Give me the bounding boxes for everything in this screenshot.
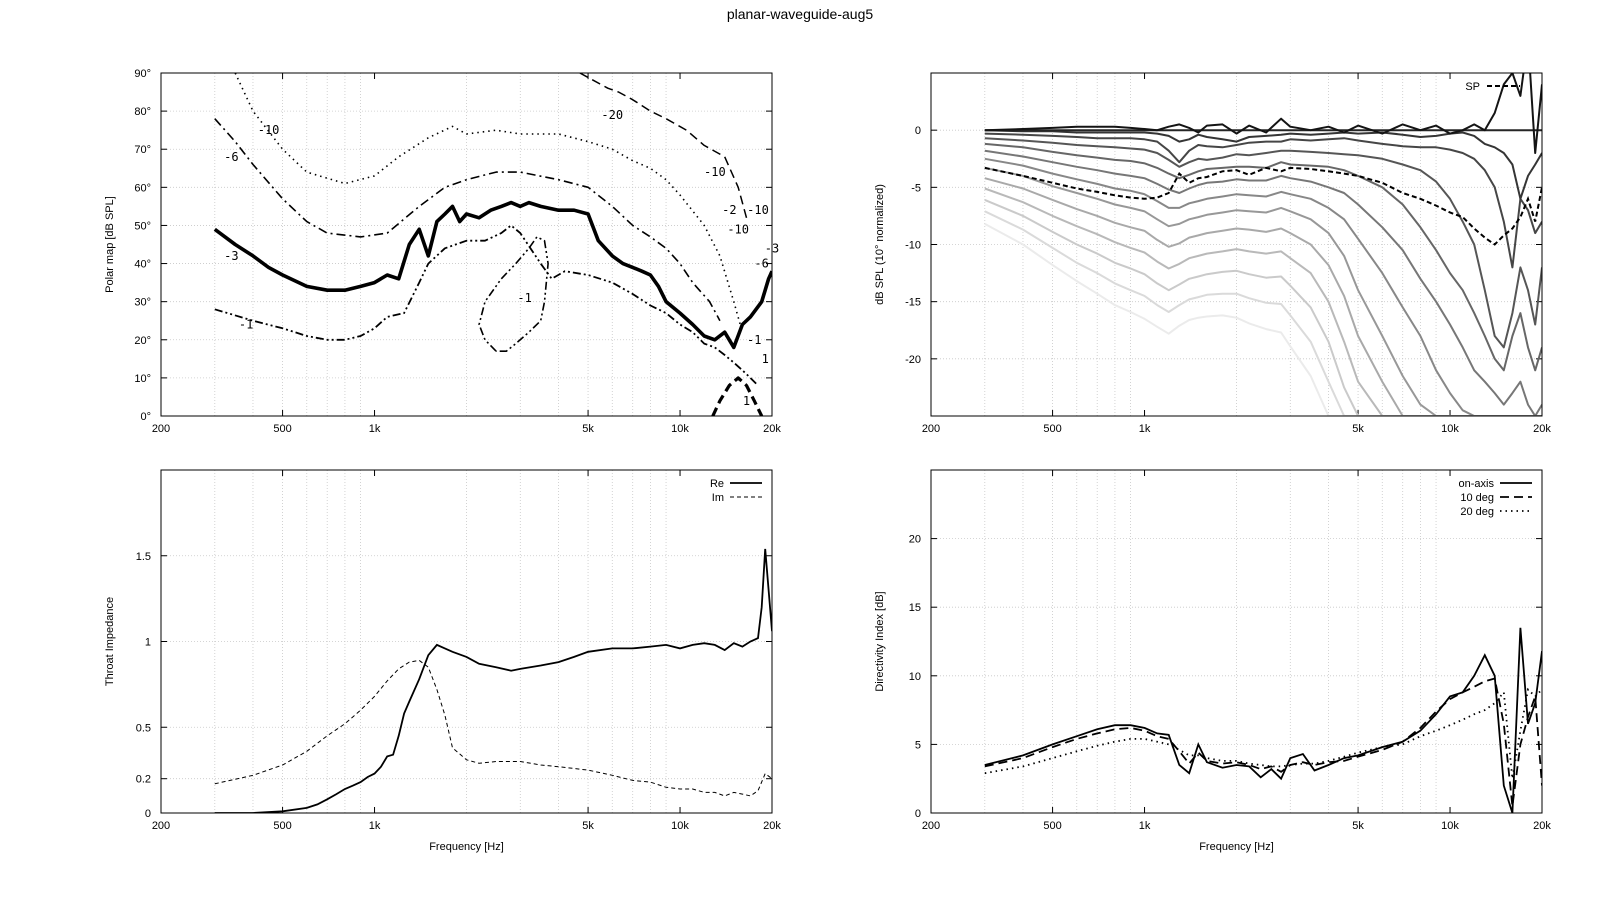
y-tick-label: 10° bbox=[134, 373, 151, 385]
x-tick-label: 20k bbox=[1533, 423, 1551, 435]
contour-label: -2 bbox=[722, 203, 736, 217]
y-tick-label: 50° bbox=[134, 220, 151, 232]
contour-label: 1 bbox=[743, 394, 750, 408]
figure-canvas: 200 500 1k 5k 10k 20k0°10°20°30°40°50°60°70°8… bbox=[0, 0, 1600, 900]
y-tick-label: 0 bbox=[915, 808, 921, 820]
y-axis-label: Polar map [dB SPL] bbox=[104, 196, 116, 293]
y-tick-label: 1 bbox=[145, 637, 151, 649]
legend-label-sp: SP bbox=[1465, 81, 1480, 93]
y-tick-label: -20 bbox=[905, 354, 921, 366]
contour-group bbox=[215, 73, 772, 416]
y-axis-label: Throat Impedance bbox=[104, 597, 116, 686]
impedance-im-curve bbox=[215, 660, 772, 796]
di-curve-on-axis bbox=[985, 628, 1542, 813]
contour-label: -10 bbox=[727, 222, 749, 236]
y-tick-label: 10 bbox=[909, 671, 921, 683]
y-tick-label: -10 bbox=[905, 240, 921, 252]
x-axis-label: Frequency [Hz] bbox=[429, 841, 504, 853]
x-tick-label: 1k bbox=[369, 423, 381, 435]
polar-map-panel: 200 500 1k 5k 10k 20k 0° 10° 20° 30° 40° 50° 60° 70° 8… bbox=[104, 68, 781, 435]
y-tick-label: 0.5 bbox=[136, 722, 151, 734]
spl-curve-40deg bbox=[985, 138, 1542, 347]
contour-label: -1 bbox=[517, 291, 531, 305]
curve-group bbox=[985, 39, 1542, 416]
y-tick-label: 30° bbox=[134, 297, 151, 309]
x-axis-label: Frequency [Hz] bbox=[1199, 841, 1274, 853]
y-tick-label: 0 bbox=[915, 125, 921, 137]
y-axis-label: dB SPL (10° normalized) bbox=[874, 184, 886, 305]
contour-label: -3 bbox=[224, 249, 238, 263]
x-tick-label: 500 bbox=[1043, 423, 1061, 435]
normalized-spl-panel: 200 500 1k 5k 10k 20k 0 -5 -10 -15 -20 dB SPL (10° … bbox=[874, 39, 1551, 435]
y-tick-label: 20 bbox=[909, 534, 921, 546]
contour-line-m1 bbox=[215, 225, 758, 385]
contour-line-m1 bbox=[479, 237, 548, 351]
x-tick-label: 20k bbox=[1533, 820, 1551, 832]
x-tick-label: 20k bbox=[763, 820, 781, 832]
x-tick-label: 1k bbox=[1139, 423, 1151, 435]
x-tick-label: 5k bbox=[582, 820, 594, 832]
x-tick-label: 200 bbox=[922, 423, 940, 435]
x-tick-label: 500 bbox=[273, 423, 291, 435]
y-tick-label: 0 bbox=[145, 808, 151, 820]
y-tick-label: 70° bbox=[134, 144, 151, 156]
y-tick-label: 1.5 bbox=[136, 551, 151, 563]
contour-label: -6 bbox=[224, 150, 238, 164]
y-tick-label: 60° bbox=[134, 182, 151, 194]
y-tick-label: 20° bbox=[134, 335, 151, 347]
legend-label-20-deg: 20 deg bbox=[1460, 506, 1494, 518]
di-curve-10-deg bbox=[985, 679, 1542, 807]
legend-label-10-deg: 10 deg bbox=[1460, 492, 1494, 504]
x-tick-label: 200 bbox=[922, 820, 940, 832]
contour-line-1 bbox=[713, 378, 762, 416]
x-tick-label: 200 bbox=[152, 423, 170, 435]
contour-label: -1 bbox=[239, 318, 253, 332]
x-tick-label: 5k bbox=[1352, 423, 1364, 435]
y-tick-label: 0.2 bbox=[136, 774, 151, 786]
contour-label: -10 bbox=[704, 165, 726, 179]
y-axis-label: Directivity Index [dB] bbox=[874, 591, 886, 691]
impedance-re-curve bbox=[215, 549, 772, 813]
x-tick-label: 20k bbox=[763, 423, 781, 435]
x-tick-label: 5k bbox=[1352, 820, 1364, 832]
curve-group bbox=[215, 549, 772, 813]
y-tick-label: -5 bbox=[911, 182, 921, 194]
y-tick-label: 0° bbox=[140, 411, 151, 423]
contour-label: -1 bbox=[747, 333, 761, 347]
y-tick-label: 90° bbox=[134, 68, 151, 80]
contour-label: -6 bbox=[754, 257, 768, 271]
di-curve-20-deg bbox=[985, 690, 1542, 779]
contour-label: 1 bbox=[762, 352, 769, 366]
x-tick-label: 500 bbox=[1043, 820, 1061, 832]
contour-line-m20 bbox=[580, 73, 747, 218]
x-tick-label: 500 bbox=[273, 820, 291, 832]
x-tick-label: 5k bbox=[582, 423, 594, 435]
x-tick-label: 10k bbox=[671, 820, 689, 832]
spl-curve-120deg bbox=[985, 211, 1542, 416]
contour-label: -20 bbox=[601, 108, 623, 122]
legend-label-on-axis: on-axis bbox=[1459, 478, 1495, 490]
contour-label: -10 bbox=[747, 203, 769, 217]
y-tick-label: 40° bbox=[134, 259, 151, 271]
x-tick-label: 10k bbox=[1441, 423, 1459, 435]
legend-label-im: Im bbox=[712, 492, 724, 504]
x-tick-label: 1k bbox=[369, 820, 381, 832]
y-tick-label: 5 bbox=[915, 739, 921, 751]
x-tick-label: 10k bbox=[671, 423, 689, 435]
x-tick-label: 10k bbox=[1441, 820, 1459, 832]
y-tick-label: -15 bbox=[905, 297, 921, 309]
spl-curve-70deg bbox=[985, 159, 1542, 416]
contour-label: -10 bbox=[258, 123, 280, 137]
x-tick-label: 1k bbox=[1139, 820, 1151, 832]
directivity-index-panel: 200 500 1k 5k 10k 20k 0 5 10 15 20 Directivity Inde… bbox=[874, 470, 1551, 853]
curve-group bbox=[985, 628, 1542, 813]
throat-impedance-panel: 200 500 1k 5k 10k 20k 0 0.2 0.5 1 1.5 Throat Impeda… bbox=[104, 470, 781, 853]
legend-label-re: Re bbox=[710, 478, 724, 490]
y-tick-label: 80° bbox=[134, 106, 151, 118]
x-tick-label: 200 bbox=[152, 820, 170, 832]
y-tick-label: 15 bbox=[909, 602, 921, 614]
